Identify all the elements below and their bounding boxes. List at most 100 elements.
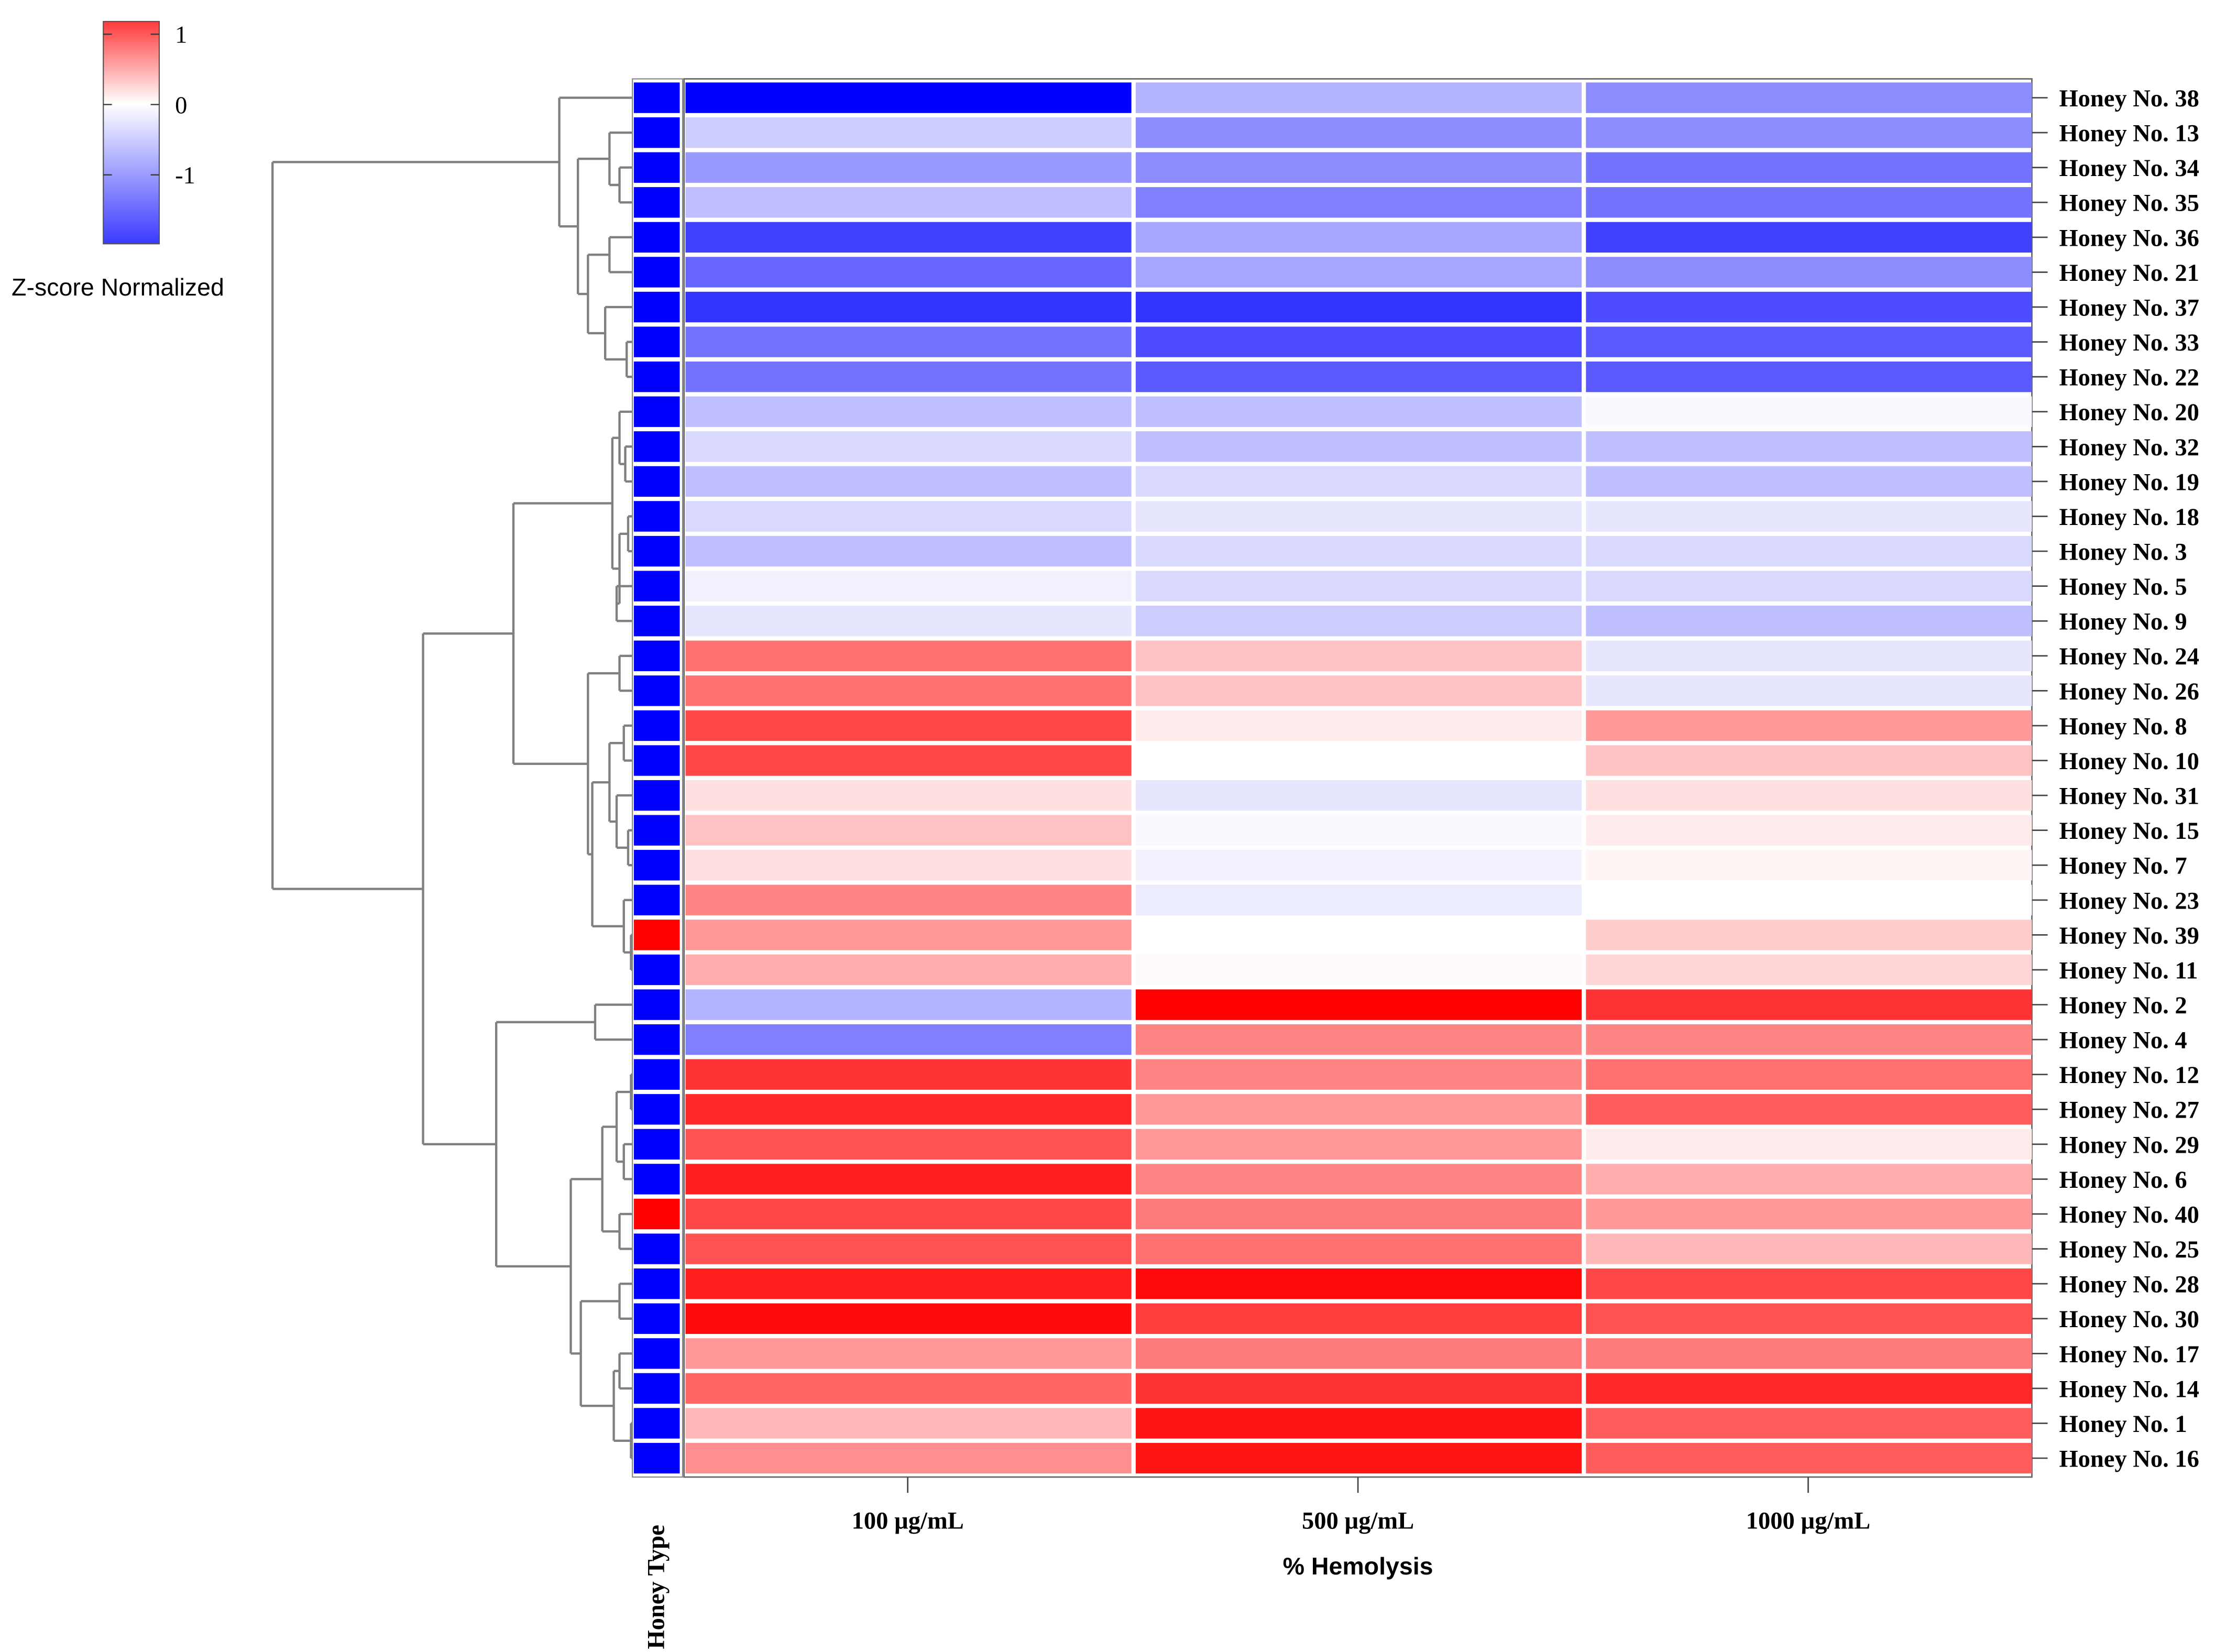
heatmap-cell xyxy=(685,850,1132,881)
heatmap-cell xyxy=(1586,1024,2032,1055)
heatmap-cell xyxy=(685,291,1132,323)
heatmap-cell xyxy=(685,1094,1132,1125)
heatmap-cell xyxy=(1586,884,2032,916)
row-label: Honey No. 36 xyxy=(2059,225,2199,251)
honey-type-cell xyxy=(633,326,680,357)
heatmap-cell xyxy=(685,815,1132,846)
honey-type-cell xyxy=(633,466,680,497)
heatmap-cell xyxy=(685,745,1132,776)
heatmap-cell xyxy=(1135,710,1582,741)
honey-type-cell xyxy=(633,1024,680,1055)
heatmap-cell xyxy=(1135,466,1582,497)
honey-type-cell xyxy=(633,1198,680,1230)
heatmap-cell xyxy=(1135,1164,1582,1195)
honey-type-cell xyxy=(633,1442,680,1474)
heatmap-cell xyxy=(1135,187,1582,218)
honey-type-cell xyxy=(633,152,680,183)
heatmap-cell xyxy=(1135,640,1582,671)
row-label: Honey No. 3 xyxy=(2059,539,2187,565)
honey-type-cell xyxy=(633,989,680,1020)
heatmap-cell xyxy=(1586,222,2032,253)
heatmap-cell xyxy=(1135,850,1582,881)
honey-type-cell xyxy=(633,1094,680,1125)
heatmap-cell xyxy=(1586,1198,2032,1230)
honey-type-cell xyxy=(633,257,680,288)
heatmap-cell xyxy=(1586,850,2032,881)
heatmap-cell xyxy=(1135,815,1582,846)
honey-type-cell xyxy=(633,1408,680,1439)
heatmap-cell xyxy=(685,954,1132,986)
heatmap-cell xyxy=(1586,571,2032,601)
row-label: Honey No. 35 xyxy=(2059,190,2199,217)
annotation-frame xyxy=(632,78,684,1478)
heatmap-cell xyxy=(685,1233,1132,1264)
heatmap-cell xyxy=(685,361,1132,392)
honey-type-cell xyxy=(633,675,680,706)
honey-type-cell xyxy=(633,1164,680,1195)
row-label: Honey No. 9 xyxy=(2059,609,2187,636)
row-label: Honey No. 32 xyxy=(2059,434,2199,461)
heatmap-cell xyxy=(1586,710,2032,741)
row-label: Honey No. 10 xyxy=(2059,748,2199,775)
honey-type-cell xyxy=(633,1059,680,1090)
heatmap-cell xyxy=(685,431,1132,462)
heatmap-cell xyxy=(1586,815,2032,846)
honey-type-cell xyxy=(633,82,680,113)
heatmap-cell xyxy=(1135,1233,1582,1264)
honey-type-cell xyxy=(633,1373,680,1404)
column-labels: 100 µg/mL 500 µg/mL 1000 µg/mL xyxy=(852,1477,1870,1535)
heatmap-cell xyxy=(1135,257,1582,288)
heatmap-cell xyxy=(1135,1373,1582,1404)
x-axis-title: % Hemolysis xyxy=(1283,1552,1433,1580)
heatmap-cell xyxy=(1586,1373,2032,1404)
row-label: Honey No. 22 xyxy=(2059,365,2199,391)
heatmap-cell xyxy=(685,780,1132,811)
heatmap-cell xyxy=(1586,501,2032,532)
heatmap-cell xyxy=(1586,117,2032,148)
row-label: Honey No. 33 xyxy=(2059,330,2199,356)
heatmap-cell xyxy=(685,675,1132,706)
heatmap-cell xyxy=(685,222,1132,253)
legend-colorbar xyxy=(103,20,160,245)
heatmap-cell xyxy=(685,257,1132,288)
heatmap-cell xyxy=(1135,606,1582,637)
heatmap-cell xyxy=(685,1129,1132,1160)
heatmap-cell xyxy=(685,1408,1132,1439)
heatmap-cell xyxy=(1135,989,1582,1020)
legend-tick-label: 0 xyxy=(175,92,187,119)
heatmap-cell xyxy=(685,1442,1132,1474)
legend-title: Z-score Normalized xyxy=(12,273,224,301)
heatmap-cell xyxy=(685,1164,1132,1195)
row-label: Honey No. 34 xyxy=(2059,155,2199,182)
heatmap-cell xyxy=(1135,1059,1582,1090)
honey-type-cell xyxy=(633,361,680,392)
honey-type-cell xyxy=(633,117,680,148)
heatmap-cell xyxy=(685,884,1132,916)
heatmap-cell xyxy=(1135,396,1582,427)
heatmap-cell xyxy=(1586,1129,2032,1160)
heatmap-cell xyxy=(1135,1303,1582,1334)
heatmap-cell xyxy=(1586,954,2032,986)
row-label: Honey No. 20 xyxy=(2059,399,2199,426)
honey-type-cell xyxy=(633,1303,680,1334)
heatmap-cell xyxy=(1135,152,1582,183)
heatmap-cell xyxy=(1135,1094,1582,1125)
heatmap-cell xyxy=(1586,535,2032,567)
honey-type-cell xyxy=(633,920,680,950)
heatmap-cell xyxy=(1586,466,2032,497)
row-label: Honey No. 17 xyxy=(2059,1341,2199,1368)
heatmap-cell xyxy=(1586,1164,2032,1195)
row-label: Honey No. 31 xyxy=(2059,783,2199,810)
row-label: Honey No. 11 xyxy=(2059,957,2198,984)
row-label: Honey No. 7 xyxy=(2059,853,2187,880)
heatmap-cell xyxy=(685,501,1132,532)
row-label: Honey No. 29 xyxy=(2059,1132,2199,1158)
legend-tick-label: -1 xyxy=(175,162,195,189)
row-label: Honey No. 37 xyxy=(2059,294,2199,321)
heatmap-cell xyxy=(1586,675,2032,706)
row-dendrogram xyxy=(271,96,633,1460)
honey-type-cell xyxy=(633,222,680,253)
heatmap-cell xyxy=(1135,1024,1582,1055)
column-label: 500 µg/mL xyxy=(1302,1508,1414,1535)
honey-type-cell xyxy=(633,606,680,637)
